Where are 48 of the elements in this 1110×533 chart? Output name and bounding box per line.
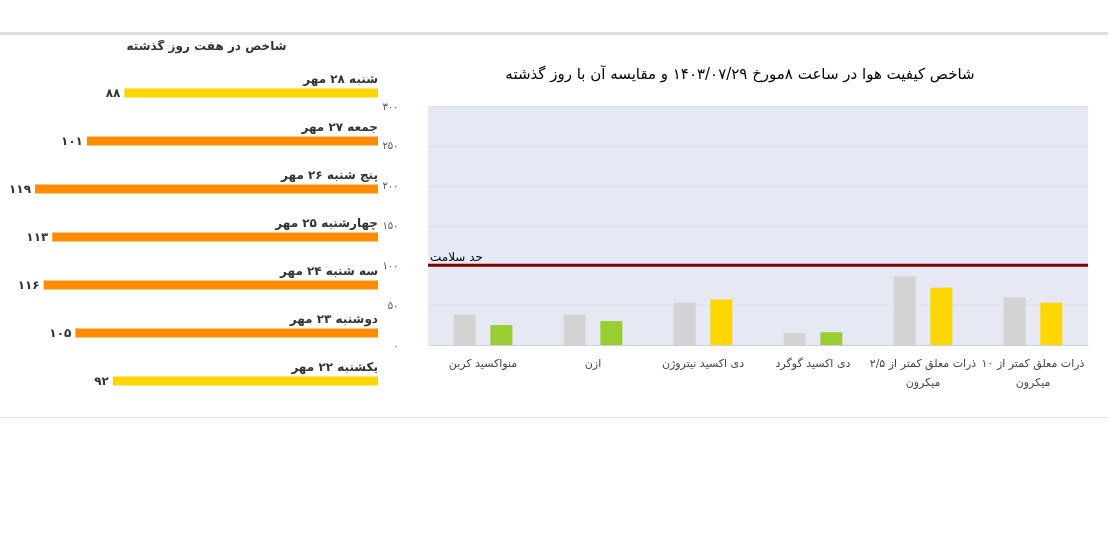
y-tick-label: یکشنبه ۲۲ مهر xyxy=(290,360,378,374)
bar xyxy=(893,276,916,345)
data-label: ۱۱۳ xyxy=(26,230,49,244)
bar xyxy=(35,184,378,194)
data-label: ۱۱۶ xyxy=(17,278,40,292)
x-tick-label: منواکسید کربن xyxy=(448,356,518,370)
y-tick-label: سه شنبه ۲۴ مهر xyxy=(279,264,378,278)
bar xyxy=(563,314,586,345)
data-label: ۹۲ xyxy=(94,374,110,388)
data-label: ۱۱۹ xyxy=(9,182,32,196)
x-tick-label: دی اکسید نیتروژن xyxy=(661,356,745,370)
bar xyxy=(453,314,476,345)
data-label: ۸۸ xyxy=(105,86,122,100)
x-tick-label: دی اکسید گوگرد xyxy=(775,356,851,370)
y-tick-label: چهارشنبه ۲۵ مهر xyxy=(274,216,378,230)
data-label: ۱۰۵ xyxy=(49,326,72,340)
bar xyxy=(112,376,378,386)
bar xyxy=(673,302,696,345)
bar xyxy=(43,280,378,290)
bar xyxy=(490,325,513,345)
x-tick-label: ذرات معلق کمتر از ۲/۵ میکرون xyxy=(869,356,977,389)
bar xyxy=(820,332,843,345)
bar xyxy=(75,328,378,338)
bar xyxy=(86,136,378,146)
data-label: ۱۰۱ xyxy=(60,134,83,148)
y-tick-label: ۵۰ xyxy=(387,299,399,311)
y-tick-label: ۰ xyxy=(393,339,399,351)
bar xyxy=(783,333,806,345)
ref-line-label: حد سلامت xyxy=(430,250,483,265)
y-tick-label: ۱۵۰ xyxy=(382,220,399,231)
bar xyxy=(1040,302,1063,345)
y-tick-label: دوشنبه ۲۳ مهر xyxy=(288,312,378,327)
chart-title: شاخص کیفیت هوا در ساعت ۸مورخ ۱۴۰۳/۰۷/۲۹ و مقایسه آن با روز گذشته xyxy=(504,65,976,83)
x-tick-label: ذرات معلق کمتر از ۱۰ میکرون xyxy=(981,356,1085,389)
y-tick-label: جمعه ۲۷ مهر xyxy=(300,120,378,134)
y-tick-label: ۲۰۰ xyxy=(382,180,399,192)
y-tick-label: پنج شنبه ۲۶ مهر xyxy=(280,168,378,182)
y-tick-label: ۱۰۰ xyxy=(382,259,399,271)
bar xyxy=(600,321,623,345)
y-tick-label: شنبه ۲۸ مهر xyxy=(302,72,378,86)
y-tick-label: ۲۵۰ xyxy=(382,140,399,152)
bar xyxy=(710,299,733,345)
y-tick-label: ۳۰۰ xyxy=(382,100,399,112)
bar xyxy=(930,287,953,345)
bar xyxy=(1003,297,1026,345)
x-tick-label: ازن xyxy=(584,356,602,370)
bar xyxy=(52,232,378,242)
bar xyxy=(124,88,378,98)
